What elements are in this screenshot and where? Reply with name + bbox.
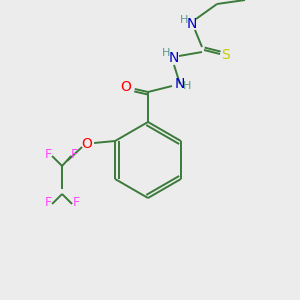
Text: S: S	[222, 48, 230, 62]
Text: N: N	[175, 77, 185, 91]
Text: H: H	[183, 81, 191, 91]
Text: F: F	[44, 196, 52, 208]
Text: F: F	[70, 148, 78, 160]
Text: F: F	[73, 196, 80, 208]
Text: F: F	[44, 148, 52, 160]
Text: N: N	[187, 17, 197, 31]
Text: O: O	[82, 137, 92, 151]
Text: H: H	[162, 48, 170, 58]
Text: O: O	[121, 80, 131, 94]
Text: H: H	[180, 15, 188, 25]
Text: N: N	[169, 51, 179, 65]
